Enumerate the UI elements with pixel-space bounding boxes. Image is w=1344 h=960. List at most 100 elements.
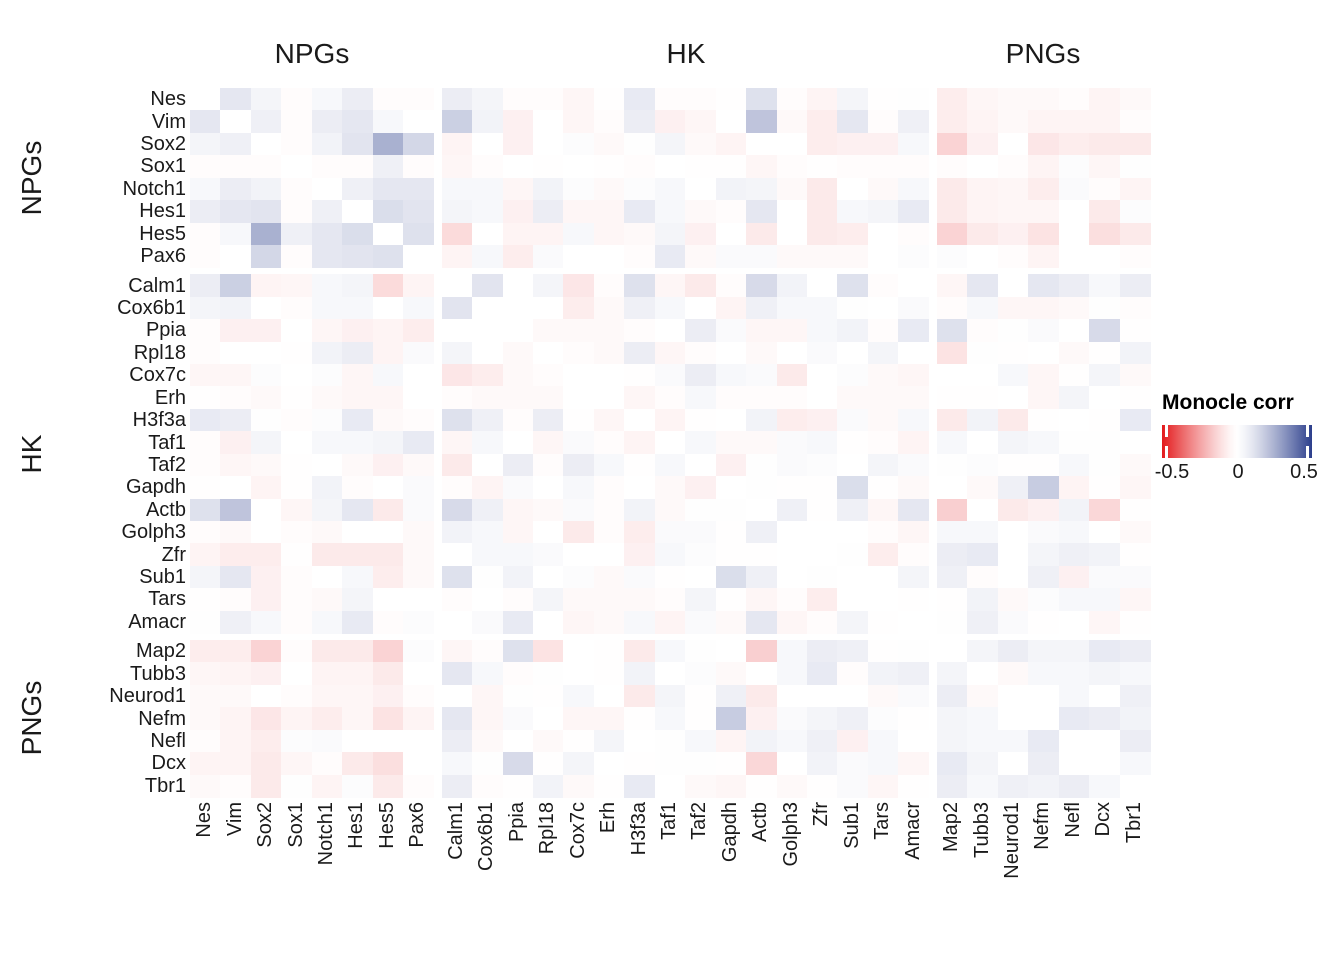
heatmap-cell [311,200,343,224]
heatmap-cell [867,110,899,134]
heatmap-cell [776,200,808,224]
heatmap-cell [311,431,343,455]
heatmap-cell [220,610,252,634]
heatmap-cell [867,88,899,112]
heatmap-cell [654,88,686,112]
heatmap-cell [867,155,899,179]
heatmap-cell [1119,684,1151,708]
heatmap-cell [441,274,473,298]
heatmap-cell [472,640,504,664]
heatmap-cell [220,408,252,432]
heatmap-cell [807,729,839,753]
heatmap-cell [190,543,222,567]
heatmap-cell [1119,543,1151,567]
heatmap-cell [372,729,404,753]
heatmap-cell [250,774,282,798]
heatmap-cell [190,244,222,268]
heatmap-cell [898,88,930,112]
heatmap-cell [472,408,504,432]
heatmap-cell [250,132,282,156]
heatmap-cell [190,498,222,522]
heatmap-cell [281,319,313,343]
heatmap-cell [807,774,839,798]
heatmap-cell [342,155,374,179]
heatmap-cell [342,177,374,201]
heatmap-cell [967,132,999,156]
row-label: Zfr [161,543,186,566]
col-label: H3f3a [627,802,650,856]
heatmap-cell [281,565,313,589]
heatmap-cell [1028,319,1060,343]
heatmap-cell [502,565,534,589]
heatmap-cell [281,543,313,567]
heatmap-cell [867,662,899,686]
heatmap-cell [1058,319,1090,343]
heatmap-cell [867,244,899,268]
row-label: Taf2 [148,453,186,476]
heatmap-cell [807,588,839,612]
heatmap-cell [403,386,435,410]
heatmap-cell [593,319,625,343]
heatmap-cell [1058,274,1090,298]
heatmap-cell [502,543,534,567]
heatmap-cell [563,364,595,388]
heatmap-cell [867,476,899,500]
heatmap-cell [936,155,968,179]
heatmap-cell [1089,453,1121,477]
heatmap-cell [967,341,999,365]
heatmap-cell [342,274,374,298]
heatmap-cell [1089,640,1121,664]
heatmap-cell [502,752,534,776]
heatmap-cell [685,752,717,776]
heatmap-cell [685,498,717,522]
heatmap-cell [807,565,839,589]
heatmap-cell [311,110,343,134]
heatmap-cell [624,132,656,156]
heatmap-cell [441,565,473,589]
heatmap-cell [1058,132,1090,156]
heatmap-cell [1058,177,1090,201]
heatmap-cell [403,431,435,455]
heatmap-cell [867,341,899,365]
heatmap-cell [837,274,869,298]
heatmap-cell [441,244,473,268]
heatmap-cell [311,543,343,567]
heatmap-cell [563,729,595,753]
heatmap-cell [441,200,473,224]
heatmap-cell [898,364,930,388]
heatmap-cell [997,520,1029,544]
heatmap-cell [342,244,374,268]
heatmap-cell [936,476,968,500]
row-label: Calm1 [128,274,186,297]
heatmap-cell [1028,364,1060,388]
heatmap-cell [372,341,404,365]
legend-title: Monocle corr [1162,391,1294,414]
heatmap-cell [807,408,839,432]
heatmap-cell [776,274,808,298]
heatmap-cell [593,341,625,365]
heatmap-cell [532,729,564,753]
heatmap-cell [898,341,930,365]
heatmap-cell [372,610,404,634]
heatmap-cell [967,386,999,410]
heatmap-cell [563,408,595,432]
heatmap-cell [532,319,564,343]
heatmap-cell [532,476,564,500]
heatmap-cell [997,296,1029,320]
heatmap-cell [837,476,869,500]
heatmap-cell [654,222,686,246]
heatmap-cell [654,155,686,179]
heatmap-cell [1058,110,1090,134]
heatmap-cell [563,222,595,246]
heatmap-cell [776,88,808,112]
heatmap-cell [624,408,656,432]
heatmap-cell [372,177,404,201]
heatmap-cell [685,684,717,708]
heatmap-cell [220,296,252,320]
heatmap-cell [311,88,343,112]
col-label: Gapdh [718,802,741,863]
heatmap-cell [250,364,282,388]
heatmap-cell [532,662,564,686]
heatmap-cell [654,244,686,268]
heatmap-cell [342,476,374,500]
